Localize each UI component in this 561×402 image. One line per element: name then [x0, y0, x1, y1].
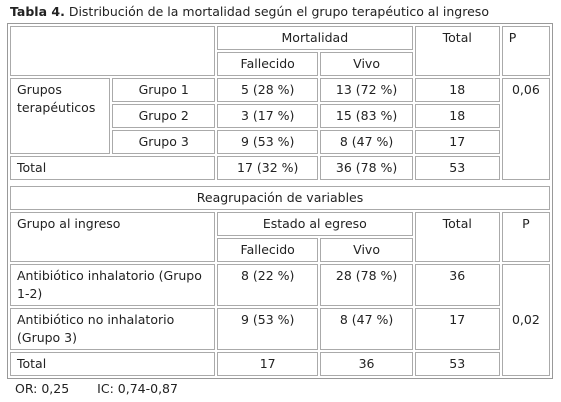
empty-cell — [10, 26, 215, 76]
title-text: Distribución de la mortalidad según el g… — [68, 4, 489, 19]
row-label: Antibiótico no inhalatorio (Grupo 3) — [10, 308, 215, 350]
cell: 18 — [414, 78, 500, 102]
header-cell: P — [501, 212, 550, 262]
header-cell: Total — [414, 26, 500, 76]
total-label: Total — [10, 156, 215, 180]
cell: 36 — [414, 264, 500, 306]
cell: 28 (78 %) — [320, 264, 413, 306]
cell: 8 (47 %) — [320, 308, 413, 350]
header-cell: Mortalidad — [216, 26, 413, 50]
header-cell: Vivo — [320, 52, 413, 76]
row-label: Antibiótico inhalatorio (Grupo 1-2) — [10, 264, 215, 306]
cell: 17 — [414, 130, 500, 154]
cell: 53 — [414, 352, 500, 376]
footer: OR: 0,25 IC: 0,74-0,87 — [15, 381, 206, 396]
cell: Grupo 3 — [112, 130, 215, 154]
total-label: Total — [10, 352, 215, 376]
header-cell: Vivo — [320, 238, 413, 262]
spacer — [10, 182, 550, 184]
header-cell: P — [501, 26, 550, 76]
cell: 15 (83 %) — [320, 104, 413, 128]
header-cell: Fallecido — [216, 52, 319, 76]
cell: Grupo 2 — [112, 104, 215, 128]
cell: 13 (72 %) — [320, 78, 413, 102]
p-value: 0,06 — [501, 78, 550, 180]
cell: Grupo 1 — [112, 78, 215, 102]
header-cell: Estado al egreso — [216, 212, 413, 236]
p-value: 0,02 — [501, 264, 550, 376]
header-cell: Fallecido — [216, 238, 319, 262]
header-cell: Grupo al ingreso — [10, 212, 215, 262]
title-label: Tabla 4. — [10, 4, 65, 19]
cell: 36 (78 %) — [320, 156, 413, 180]
cell: 53 — [414, 156, 500, 180]
cell: 8 (47 %) — [320, 130, 413, 154]
cell: 9 (53 %) — [216, 308, 319, 350]
cell: 5 (28 %) — [216, 78, 319, 102]
cell: 18 — [414, 104, 500, 128]
cell: 9 (53 %) — [216, 130, 319, 154]
cell: 17 (32 %) — [216, 156, 319, 180]
cell: 3 (17 %) — [216, 104, 319, 128]
cell: 17 — [414, 308, 500, 350]
cell: 17 — [216, 352, 319, 376]
header-cell: Total — [414, 212, 500, 262]
section-title: Reagrupación de variables — [10, 186, 550, 210]
cell: 36 — [320, 352, 413, 376]
footer-ic: IC: 0,74-0,87 — [97, 381, 178, 396]
title: Tabla 4. Distribución de la mortalidad s… — [10, 4, 489, 19]
group-label: Grupos terapéuticos — [10, 78, 111, 154]
footer-or: OR: 0,25 — [15, 381, 70, 396]
cell: 8 (22 %) — [216, 264, 319, 306]
data-table: Mortalidad Total P Fallecido Vivo Grupos… — [7, 23, 553, 379]
